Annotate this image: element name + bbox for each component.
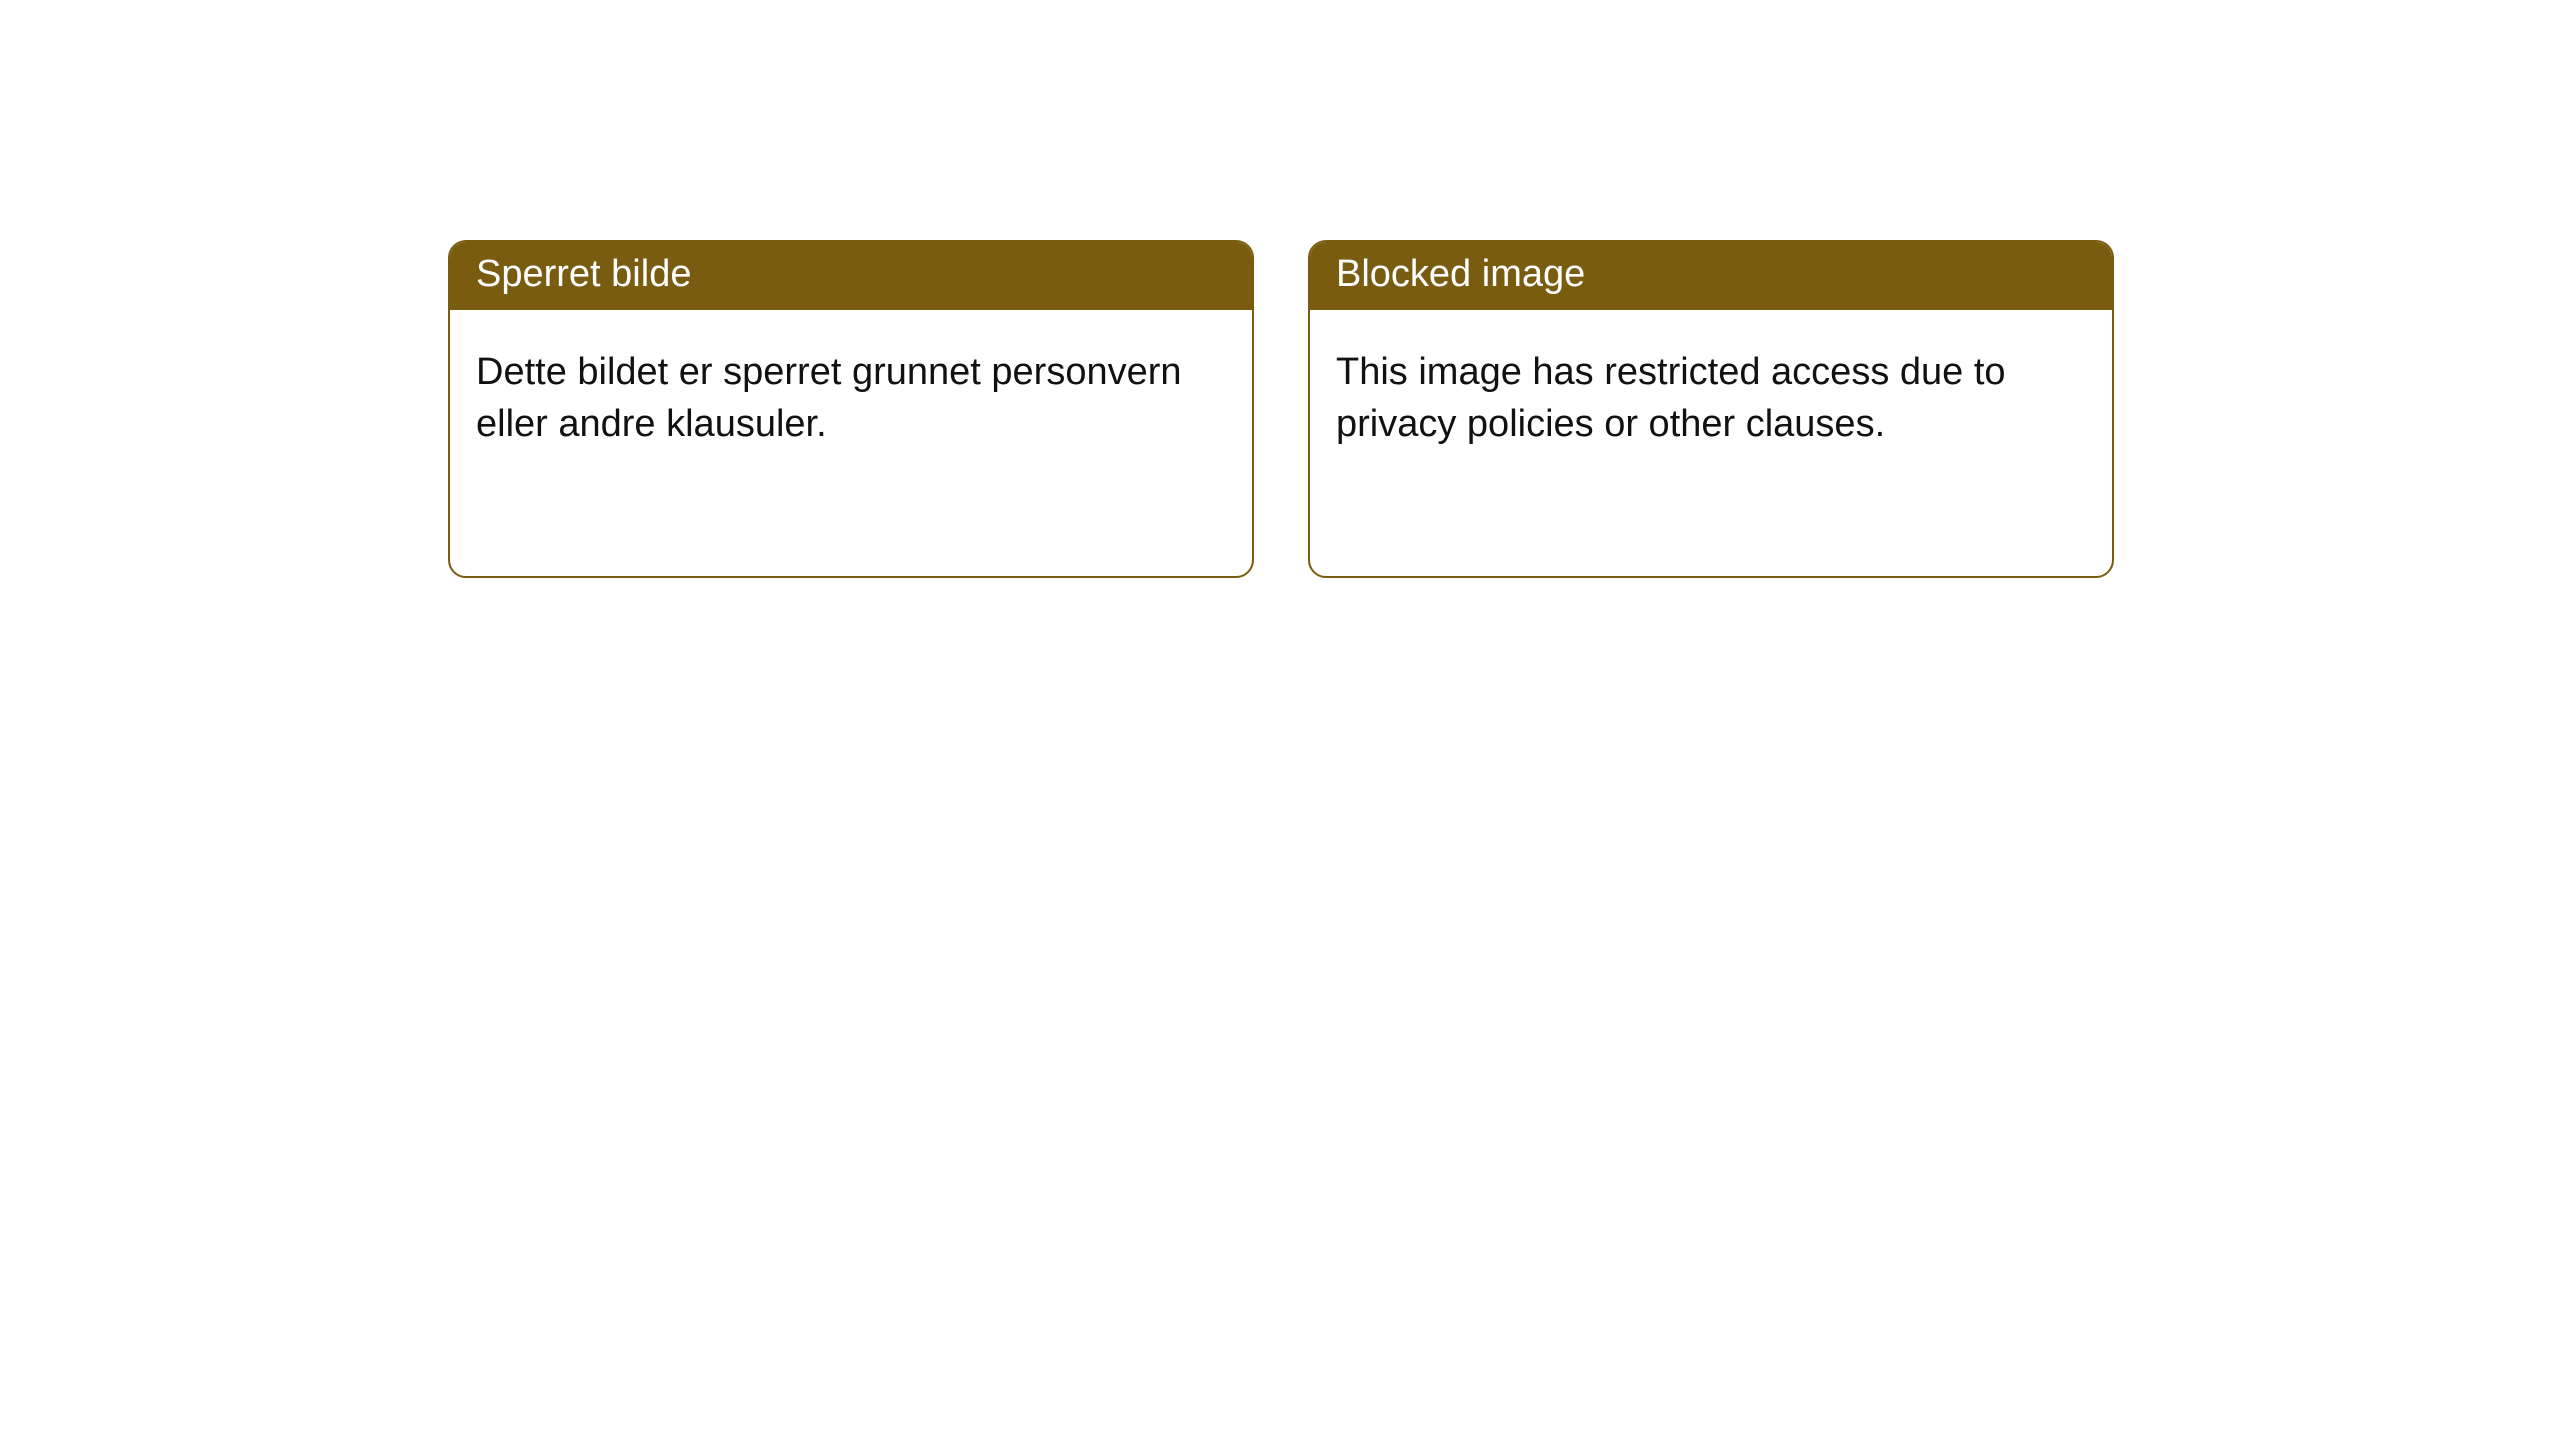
card-header: Blocked image	[1310, 242, 2112, 310]
card-body: This image has restricted access due to …	[1310, 310, 2112, 477]
blocked-image-card-en: Blocked image This image has restricted …	[1308, 240, 2114, 578]
card-body-text: This image has restricted access due to …	[1336, 351, 2006, 445]
card-title: Sperret bilde	[476, 253, 691, 295]
card-body-text: Dette bildet er sperret grunnet personve…	[476, 351, 1182, 445]
card-title: Blocked image	[1336, 253, 1585, 295]
cards-container: Sperret bilde Dette bildet er sperret gr…	[0, 0, 2560, 578]
card-header: Sperret bilde	[450, 242, 1252, 310]
blocked-image-card-no: Sperret bilde Dette bildet er sperret gr…	[448, 240, 1254, 578]
card-body: Dette bildet er sperret grunnet personve…	[450, 310, 1252, 477]
